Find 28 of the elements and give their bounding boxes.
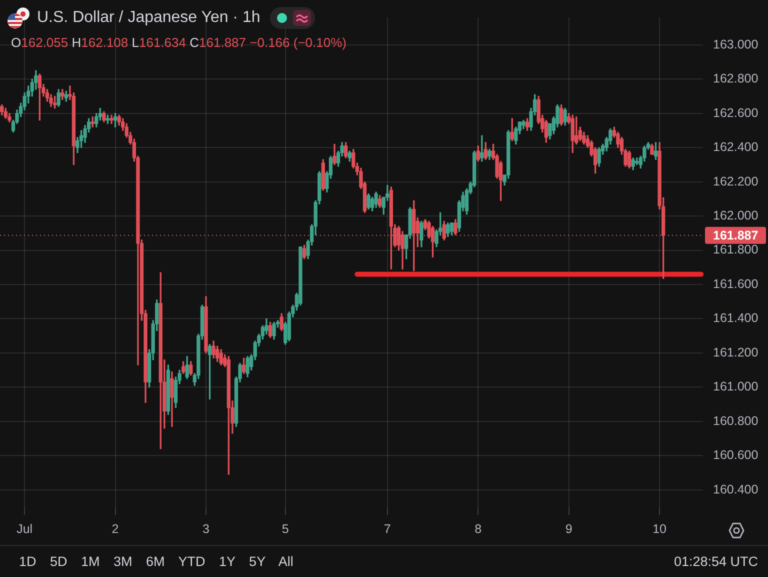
y-tick-label: 161.600 — [713, 276, 758, 291]
y-tick-label: 160.400 — [713, 482, 758, 496]
x-tick-label: 3 — [202, 522, 210, 536]
x-tick-label: 8 — [474, 522, 482, 536]
y-tick-label: 162.000 — [713, 208, 758, 222]
x-tick-label: 9 — [565, 522, 572, 536]
ref-line-label: 161.887 — [713, 228, 758, 242]
x-tick-label: 2 — [112, 522, 119, 536]
y-tick-label: 162.200 — [713, 174, 758, 188]
candlestick — [110, 114, 114, 124]
y-tick-label: 163.000 — [713, 37, 758, 52]
y-tick-label: 161.800 — [713, 242, 758, 257]
text: 01:28:54 UTC — [674, 554, 758, 569]
y-tick-label: 162.800 — [713, 72, 758, 86]
x-tick-label: 10 — [652, 522, 667, 536]
text: O162.055 H162.108 L161.634 C161.887 −0.166 (−0.10%) — [11, 35, 347, 50]
x-tick-label: Jul — [16, 522, 33, 536]
y-tick-label: 162.400 — [713, 140, 758, 154]
y-tick-label: 160.600 — [713, 448, 758, 462]
y-tick-label: 161.400 — [713, 311, 758, 326]
x-tick-label: 5 — [282, 522, 289, 536]
y-tick-label: 162.600 — [713, 106, 758, 120]
y-tick-label: 160.800 — [713, 414, 758, 428]
chart-title: U.S. Dollar / Japanese Yen · 1h — [37, 9, 260, 27]
y-tick-label: 161.000 — [713, 380, 758, 394]
x-tick-label: 7 — [384, 522, 391, 536]
text: 1D 5D 1M 3M 6M YTD 1Y 5Y All — [19, 554, 294, 569]
y-tick-label: 161.200 — [713, 345, 758, 360]
